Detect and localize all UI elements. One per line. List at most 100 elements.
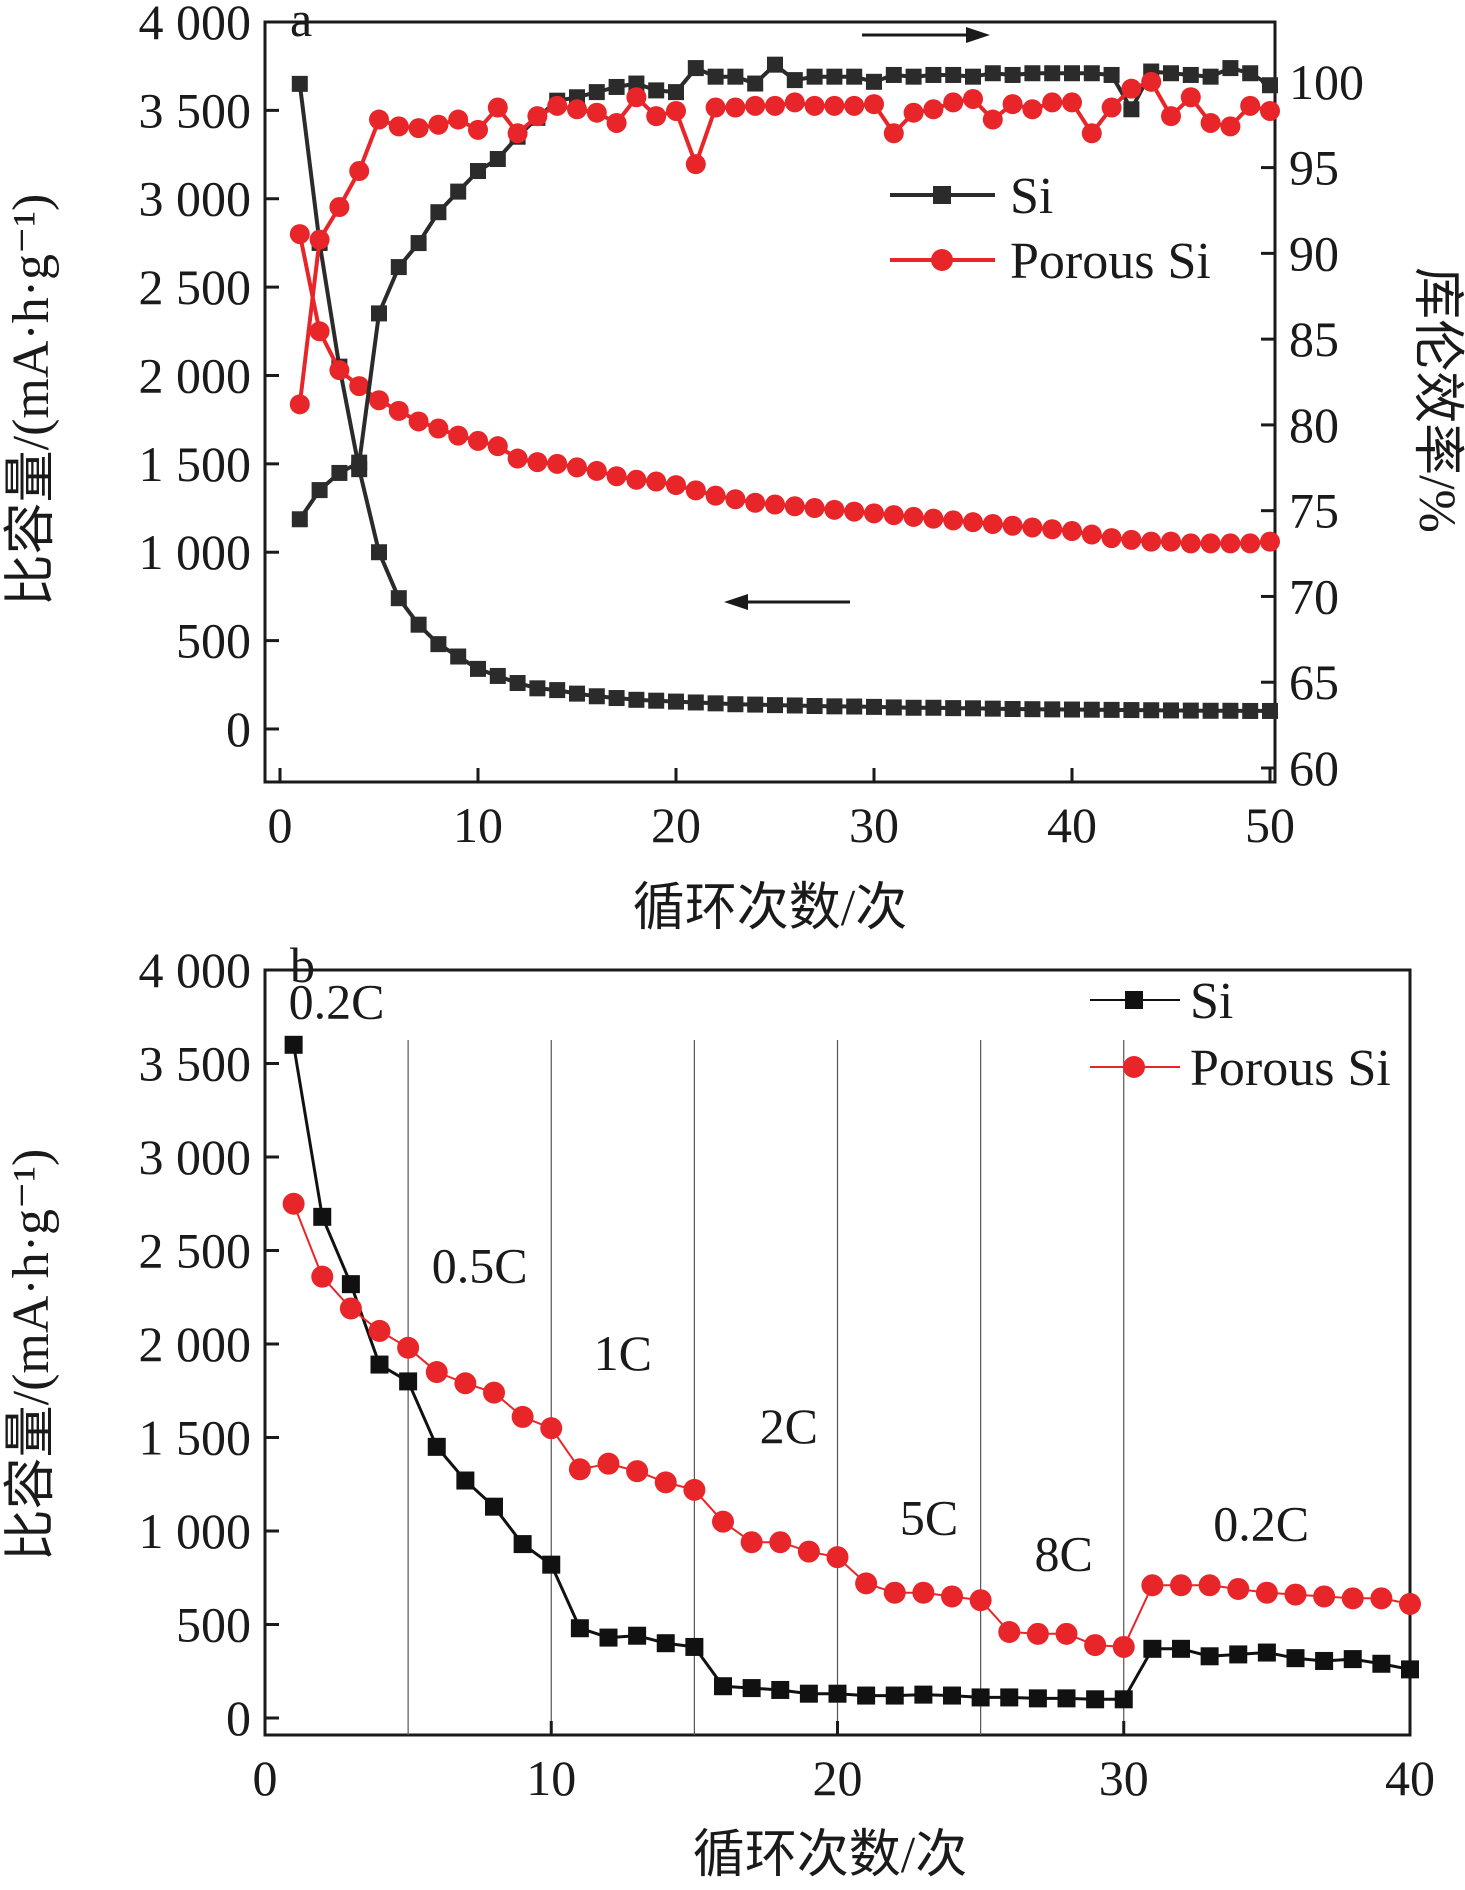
series-porous-si-point bbox=[912, 1581, 935, 1604]
series-porous-si-point bbox=[1180, 533, 1201, 554]
series-si-point bbox=[685, 1637, 704, 1656]
panel-a-legend: Si Porous Si bbox=[890, 168, 1211, 290]
series-si-point bbox=[857, 1686, 876, 1705]
series-porous-si-point bbox=[797, 1540, 820, 1563]
series-si-point bbox=[914, 1685, 933, 1704]
series-porous-si-ce-point bbox=[745, 95, 766, 116]
series-porous-si-point bbox=[844, 501, 865, 522]
y-tick-label: 500 bbox=[176, 1597, 251, 1653]
series-porous-si-point bbox=[487, 436, 508, 457]
rate-label: 0.5C bbox=[432, 1237, 528, 1293]
series-porous-si-point bbox=[982, 513, 1003, 534]
series-porous-si-ce-point bbox=[666, 100, 686, 121]
series-si-ce-point bbox=[846, 68, 863, 85]
series-si-ce-point bbox=[866, 73, 882, 90]
series-si-point bbox=[1222, 702, 1239, 719]
series-porous-si-ce-point bbox=[883, 123, 904, 144]
series-porous-si-ce-point bbox=[804, 95, 825, 116]
series-si-ce-point bbox=[1064, 65, 1080, 82]
series-porous-si-point bbox=[282, 1192, 305, 1215]
series-si-point bbox=[799, 1684, 818, 1703]
series-porous-si-ce-point bbox=[606, 112, 627, 133]
series-porous-si-ce-point bbox=[923, 99, 944, 120]
y2-tick-label: 90 bbox=[1289, 225, 1339, 281]
series-si-point bbox=[1143, 1639, 1162, 1658]
y-tick-label: 4 000 bbox=[139, 0, 252, 50]
series-si-point bbox=[1315, 1651, 1334, 1670]
series-porous-si-ce-point bbox=[1081, 123, 1102, 144]
series-si-point bbox=[1163, 702, 1179, 719]
series-porous-si-ce-point bbox=[646, 106, 667, 127]
series-porous-si-ce-point bbox=[943, 92, 964, 113]
series-si-point bbox=[1286, 1649, 1305, 1668]
series-porous-si-ce-point bbox=[1042, 92, 1063, 113]
series-si-ce-point bbox=[470, 163, 486, 180]
legend-item-si: Si bbox=[1090, 973, 1233, 1030]
series-porous-si-point bbox=[666, 475, 686, 496]
series-porous-si-point bbox=[1042, 519, 1063, 540]
series-porous-si-point bbox=[349, 376, 370, 397]
series-si-point bbox=[370, 1355, 389, 1374]
series-si-point bbox=[542, 1555, 561, 1574]
series-si-point bbox=[284, 1035, 303, 1054]
y-tick-label: 4 000 bbox=[139, 942, 252, 998]
series-si-point bbox=[410, 616, 427, 633]
series-porous-si-point bbox=[1002, 515, 1023, 536]
series-si-point bbox=[714, 1677, 732, 1696]
series-porous-si-ce-point bbox=[309, 229, 330, 250]
series-si-ce-point bbox=[1024, 65, 1041, 82]
series-porous-si-point bbox=[1026, 1622, 1049, 1645]
series-si-point bbox=[1024, 701, 1041, 718]
series-si-point bbox=[399, 1372, 418, 1391]
series-porous-si-point bbox=[329, 360, 350, 381]
series-porous-si-point bbox=[683, 1478, 706, 1501]
series-porous-si-point bbox=[1227, 1577, 1250, 1600]
series-si-ce-point bbox=[1004, 66, 1021, 83]
series-si-ce-point bbox=[390, 259, 407, 276]
series-porous-si-ce-point bbox=[408, 118, 429, 139]
series-porous-si-ce-point bbox=[428, 114, 449, 135]
series-porous-si-ce-point bbox=[586, 102, 607, 123]
series-si-point bbox=[1229, 1645, 1248, 1664]
series-porous-si-point bbox=[943, 510, 964, 531]
series-porous-si-ce-point bbox=[329, 197, 350, 218]
legend-label-porous-si: Porous Si bbox=[1190, 1040, 1391, 1097]
y2-tick-label: 95 bbox=[1289, 140, 1339, 196]
series-porous-si-ce-point bbox=[1161, 106, 1181, 127]
series-porous-si-ce-point bbox=[527, 106, 548, 127]
series-porous-si-ce-point bbox=[1121, 78, 1142, 99]
series-porous-si-ce-point bbox=[1022, 99, 1043, 120]
series-porous-si-ce-point bbox=[963, 88, 983, 109]
series-porous-si-point bbox=[969, 1589, 992, 1612]
y-tick-label: 2 000 bbox=[139, 347, 252, 403]
series-porous-si-point bbox=[864, 503, 884, 524]
series-porous-si-point bbox=[784, 496, 805, 517]
series-porous-si-point bbox=[507, 448, 528, 469]
y-tick-label: 1 500 bbox=[139, 1410, 252, 1466]
rate-label: 1C bbox=[594, 1325, 652, 1381]
y-tick-label: 1 000 bbox=[139, 1503, 252, 1559]
series-si-line bbox=[297, 83, 1270, 713]
series-porous-si-point bbox=[1200, 533, 1221, 554]
series-si-point bbox=[707, 695, 724, 712]
series-si-point bbox=[608, 690, 625, 707]
series-si-ce-point bbox=[1103, 66, 1120, 83]
x-tick-label: 40 bbox=[1385, 1750, 1435, 1806]
series-porous-si-ce-point bbox=[567, 99, 587, 120]
x-tick-label: 20 bbox=[813, 1750, 863, 1806]
series-si-point bbox=[513, 1535, 532, 1554]
series-si-point bbox=[727, 696, 744, 713]
series-porous-si-ce-point bbox=[982, 109, 1003, 130]
series-si-point bbox=[648, 692, 665, 709]
series-si-ce-point bbox=[1242, 65, 1259, 82]
rate-label: 0.2C bbox=[289, 974, 385, 1030]
x-tick-label: 20 bbox=[651, 797, 701, 853]
series-porous-si-ce-point bbox=[1101, 97, 1122, 118]
y-tick-label: 1 500 bbox=[139, 436, 252, 492]
y2-tick-label: 75 bbox=[1289, 483, 1339, 539]
series-si-point bbox=[1000, 1688, 1019, 1707]
series-si-point bbox=[742, 1679, 761, 1698]
y-tick-label: 0 bbox=[226, 701, 251, 757]
series-si-point bbox=[668, 693, 684, 710]
series-si-point bbox=[945, 700, 962, 717]
